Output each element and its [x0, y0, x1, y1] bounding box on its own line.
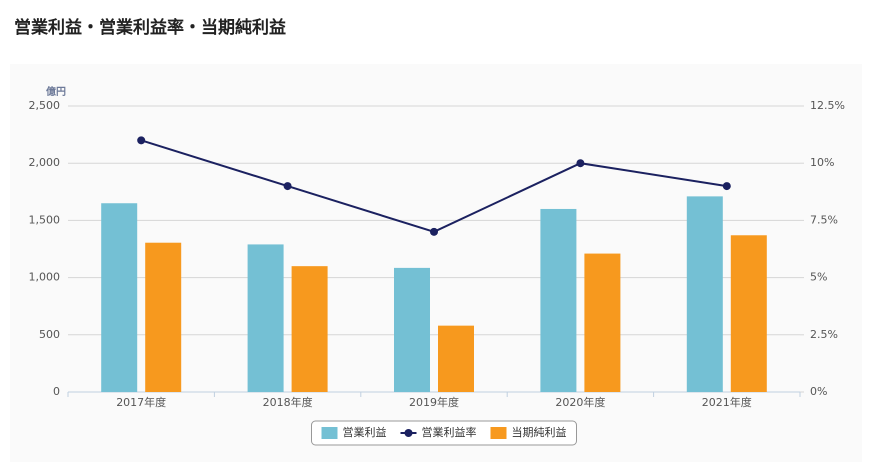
- legend-symbol: [321, 427, 338, 439]
- y-tick-label: 2,000: [29, 156, 61, 169]
- line-marker: [722, 182, 731, 191]
- line-marker: [137, 136, 146, 145]
- legend-label: 営業利益率: [422, 425, 477, 439]
- line-marker: [576, 159, 585, 168]
- y-axis-unit: 億円: [46, 85, 66, 98]
- legend-label: 営業利益: [343, 425, 387, 439]
- legend-label: 当期純利益: [512, 425, 567, 439]
- y-tick-label: 1,000: [29, 271, 61, 284]
- bar: [686, 196, 723, 392]
- bar: [394, 267, 430, 392]
- legend: 営業利益 営業利益率 当期純利益: [321, 425, 567, 439]
- bar: [540, 208, 577, 392]
- y2-tick-label: 12.5%: [810, 99, 845, 112]
- chart-title: 営業利益・営業利益率・当期純利益: [14, 17, 286, 38]
- x-tick-label: 2020年度: [555, 395, 605, 409]
- x-tick-label: 2017年度: [116, 395, 166, 409]
- legend-symbol: [490, 427, 507, 439]
- legend-box: [311, 420, 577, 446]
- y-tick-label: 500: [39, 328, 60, 341]
- y2-tick-label: 10%: [810, 156, 834, 169]
- bar: [145, 242, 182, 392]
- bar: [584, 253, 621, 392]
- bar: [101, 203, 138, 392]
- legend-symbol: [404, 429, 413, 437]
- line-marker: [430, 227, 438, 236]
- x-tick-label: 2018年度: [263, 395, 313, 409]
- line-marker: [283, 182, 292, 191]
- x-tick-label: 2021年度: [702, 395, 752, 409]
- bar: [730, 235, 767, 392]
- y2-tick-label: 5%: [810, 271, 827, 284]
- x-tick-label: 2019年度: [409, 395, 459, 409]
- bar: [291, 266, 328, 392]
- bar: [247, 244, 284, 392]
- y2-tick-label: 0%: [810, 385, 827, 398]
- bar: [438, 325, 474, 392]
- y-tick-label: 2,500: [29, 99, 61, 112]
- y-tick-label: 0: [53, 385, 60, 398]
- y2-tick-label: 2.5%: [810, 328, 838, 341]
- y-tick-label: 1,500: [29, 213, 61, 226]
- y2-tick-label: 7.5%: [810, 213, 838, 226]
